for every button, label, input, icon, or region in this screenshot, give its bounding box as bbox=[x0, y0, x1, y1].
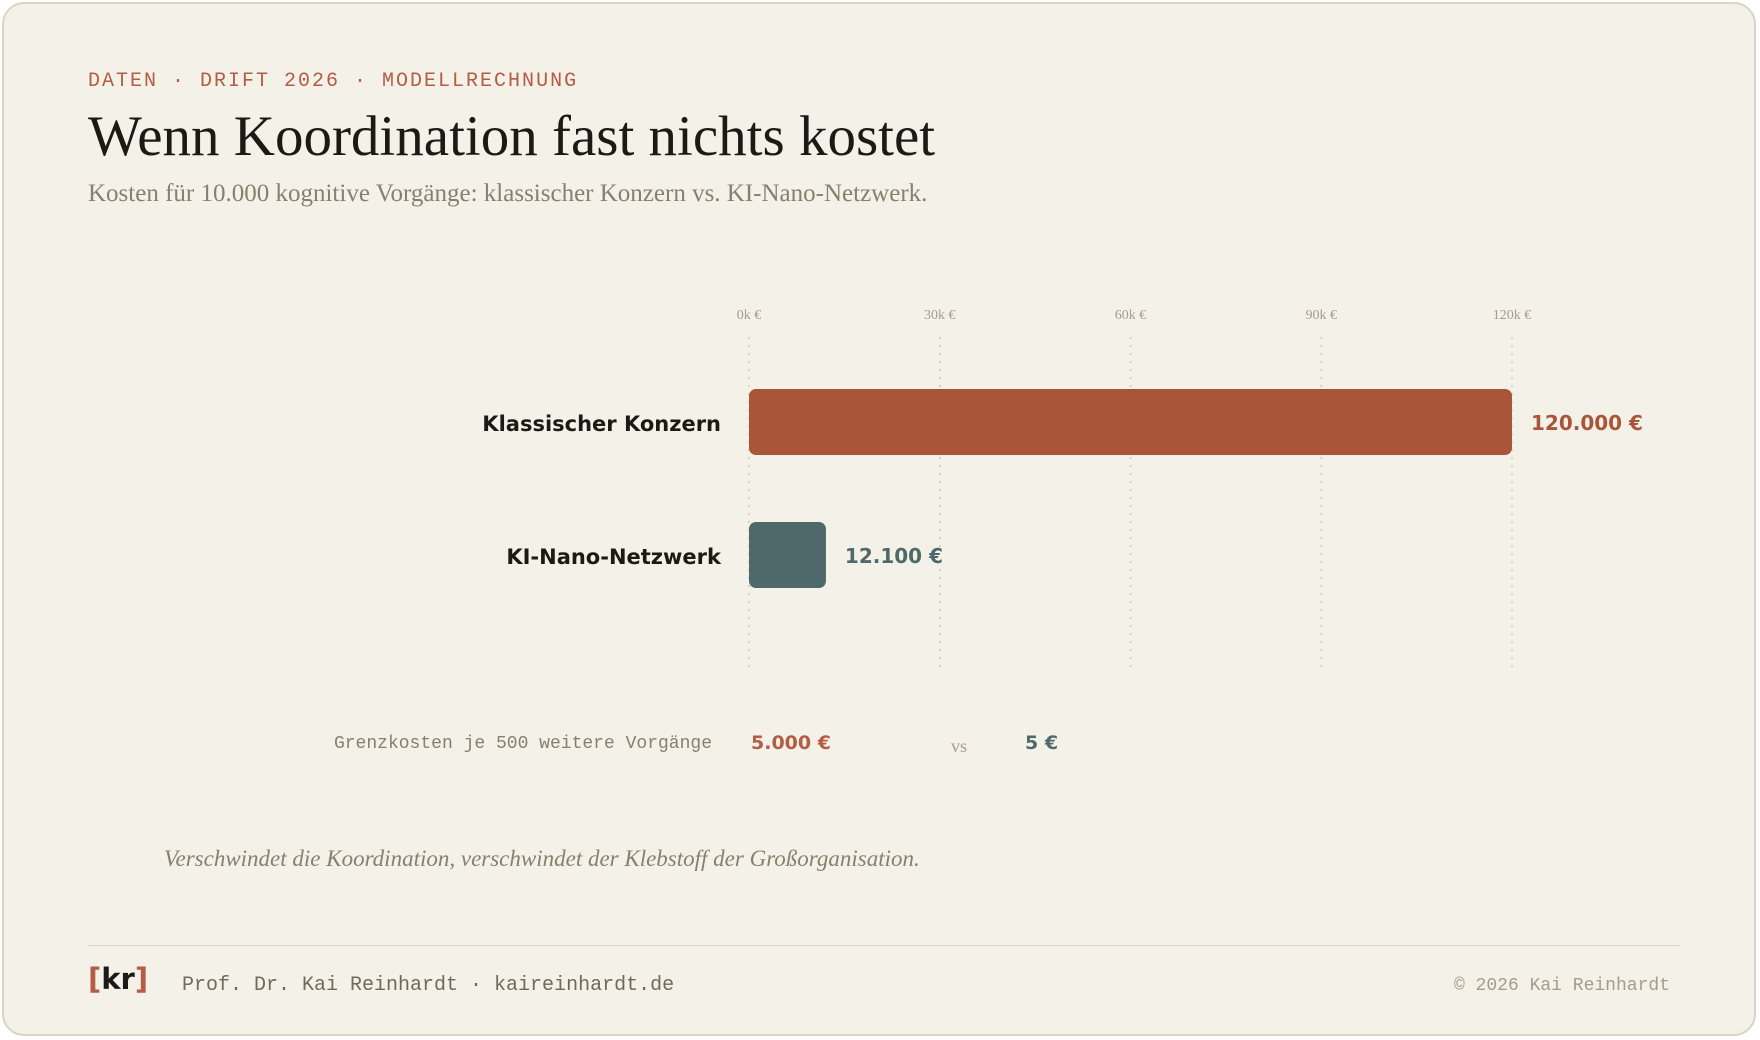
marginal-cost-nano: 5 € bbox=[1025, 732, 1059, 754]
category-label: KI-Nano-Netzwerk bbox=[506, 545, 722, 569]
x-tick-label: 0k € bbox=[737, 308, 762, 323]
footer-divider bbox=[88, 945, 1680, 946]
marginal-cost-label: Grenzkosten je 500 weitere Vorgänge bbox=[333, 734, 712, 754]
category-label: Klassischer Konzern bbox=[482, 412, 721, 436]
bar bbox=[749, 389, 1512, 455]
kicker: DATEN · DRIFT 2026 · MODELLRECHNUNG bbox=[88, 70, 579, 93]
footer-author: Prof. Dr. Kai Reinhardt · kaireinhardt.d… bbox=[182, 974, 675, 997]
marginal-cost-vs: vs bbox=[951, 736, 968, 756]
page-title: Wenn Koordination fast nichts kostet bbox=[88, 105, 936, 168]
logo-letters: kr bbox=[101, 962, 135, 996]
footer-copyright: © 2026 Kai Reinhardt bbox=[1453, 976, 1670, 996]
bar bbox=[749, 522, 826, 588]
bar-value-label: 12.100 € bbox=[845, 544, 943, 568]
x-tick-label: 30k € bbox=[924, 308, 956, 323]
logo-bracket-open: [ bbox=[88, 962, 102, 996]
quote: Verschwindet die Koordination, verschwin… bbox=[164, 846, 920, 871]
bar-chart: 0k € 30k € 60k € 90k € 120k € Klassischer Kon… bbox=[482, 308, 1643, 669]
x-tick-label: 90k € bbox=[1306, 308, 1338, 323]
page-subtitle: Kosten für 10.000 kognitive Vorgänge: kl… bbox=[88, 180, 928, 207]
logo-bracket-close: ] bbox=[134, 962, 149, 996]
marginal-cost-konzern: 5.000 € bbox=[751, 732, 831, 754]
x-tick-label: 120k € bbox=[1493, 308, 1532, 323]
bar-value-label: 120.000 € bbox=[1531, 411, 1643, 435]
kr-logo: [kr] bbox=[88, 962, 148, 996]
x-tick-label: 60k € bbox=[1115, 308, 1147, 323]
